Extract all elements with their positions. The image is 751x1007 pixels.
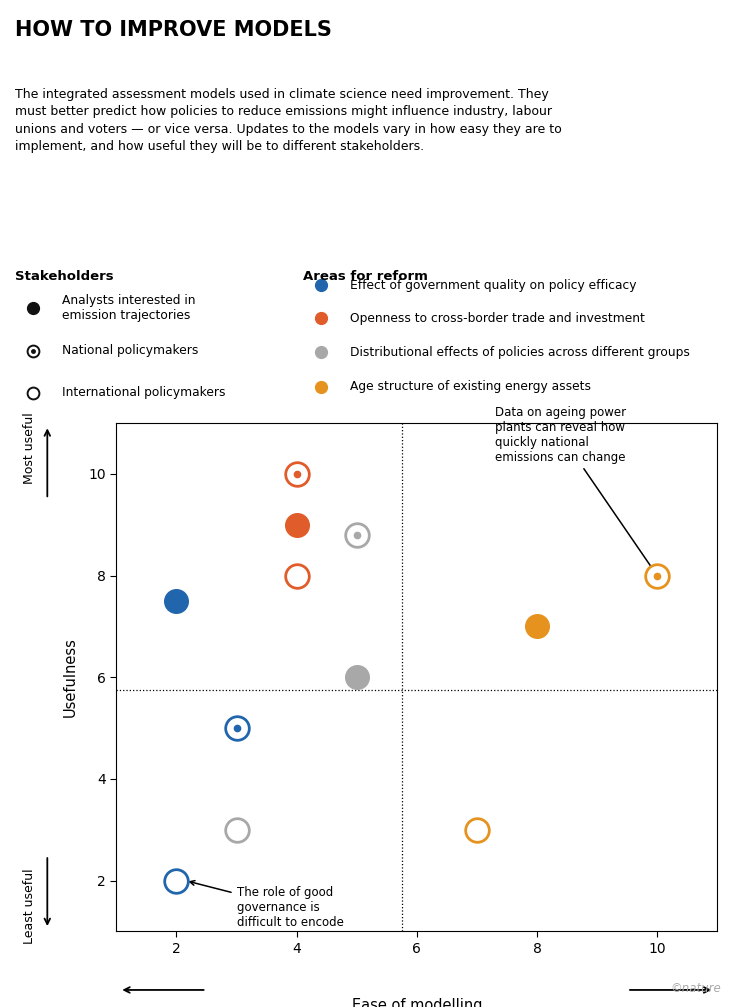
- Y-axis label: Usefulness: Usefulness: [62, 637, 77, 717]
- Text: The role of good
governance is
difficult to encode: The role of good governance is difficult…: [190, 881, 343, 928]
- Text: Effect of government quality on policy efficacy: Effect of government quality on policy e…: [350, 279, 637, 292]
- Text: Age structure of existing energy assets: Age structure of existing energy assets: [350, 380, 591, 393]
- Text: International policymakers: International policymakers: [62, 386, 225, 399]
- X-axis label: Ease of modelling: Ease of modelling: [351, 998, 482, 1007]
- Text: Areas for reform: Areas for reform: [303, 270, 428, 283]
- Text: National policymakers: National policymakers: [62, 344, 198, 357]
- Text: Analysts interested in
emission trajectories: Analysts interested in emission trajecto…: [62, 294, 195, 321]
- Text: HOW TO IMPROVE MODELS: HOW TO IMPROVE MODELS: [15, 20, 332, 40]
- Text: Stakeholders: Stakeholders: [15, 270, 113, 283]
- Text: ©nature: ©nature: [670, 982, 721, 995]
- Text: Most useful: Most useful: [23, 413, 36, 484]
- Text: Data on ageing power
plants can reveal how
quickly national
emissions can change: Data on ageing power plants can reveal h…: [495, 406, 655, 572]
- Text: The integrated assessment models used in climate science need improvement. They
: The integrated assessment models used in…: [15, 88, 562, 153]
- Text: Distributional effects of policies across different groups: Distributional effects of policies acros…: [350, 345, 690, 358]
- Text: Least useful: Least useful: [23, 868, 36, 944]
- Text: Openness to cross-border trade and investment: Openness to cross-border trade and inves…: [350, 311, 645, 324]
